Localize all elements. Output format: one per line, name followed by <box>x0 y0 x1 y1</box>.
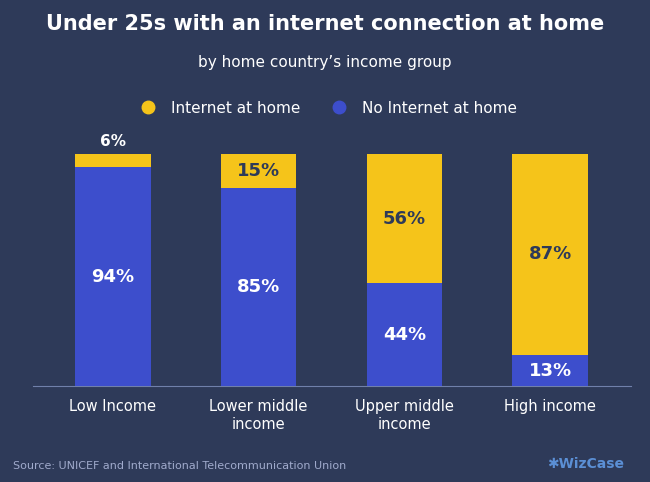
Bar <box>220 154 296 188</box>
Text: by home country’s income group: by home country’s income group <box>198 55 452 70</box>
Bar <box>512 154 588 355</box>
Text: 56%: 56% <box>383 210 426 228</box>
Bar <box>367 154 443 283</box>
Text: 44%: 44% <box>383 325 426 344</box>
Bar <box>75 154 151 167</box>
Legend: Internet at home, No Internet at home: Internet at home, No Internet at home <box>127 94 523 121</box>
Text: 87%: 87% <box>528 245 572 264</box>
Text: Under 25s with an internet connection at home: Under 25s with an internet connection at… <box>46 14 604 34</box>
Text: 13%: 13% <box>528 362 572 379</box>
Text: 94%: 94% <box>91 268 135 285</box>
Bar <box>220 188 296 386</box>
Bar <box>75 167 151 386</box>
Text: ✱WizCase: ✱WizCase <box>547 457 624 471</box>
Text: 6%: 6% <box>99 134 125 149</box>
Bar <box>512 355 588 386</box>
Text: 15%: 15% <box>237 162 280 180</box>
Text: 85%: 85% <box>237 278 280 296</box>
Bar <box>367 283 443 386</box>
Text: Source: UNICEF and International Telecommunication Union: Source: UNICEF and International Telecom… <box>13 461 346 471</box>
